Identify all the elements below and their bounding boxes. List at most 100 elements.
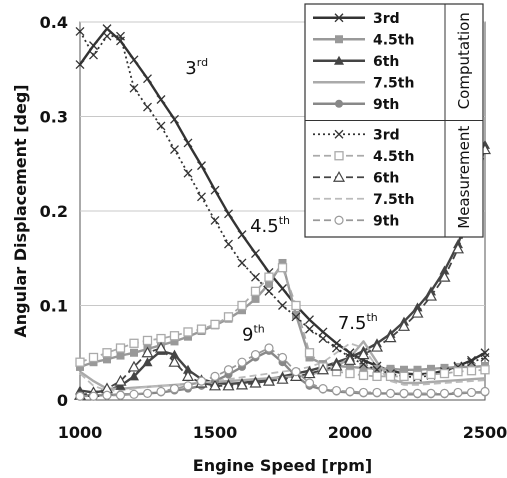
data-point	[265, 279, 273, 288]
data-point	[318, 327, 328, 337]
data-point	[89, 41, 98, 51]
data-point	[102, 390, 112, 400]
annotation-sup: th	[253, 322, 264, 335]
data-point	[400, 365, 408, 374]
data-point	[304, 348, 315, 358]
annotation-label: 3rd	[185, 56, 208, 79]
data-point	[89, 358, 98, 367]
legend-label: 3rd	[373, 127, 400, 143]
data-point	[318, 384, 328, 394]
legend-label: 9th	[373, 213, 399, 229]
legend-marker	[334, 129, 344, 139]
data-point	[439, 368, 450, 379]
data-point	[453, 387, 463, 398]
data-point	[439, 265, 450, 275]
data-point	[466, 387, 477, 398]
data-point	[343, 354, 357, 365]
data-point	[156, 121, 166, 131]
data-point	[480, 386, 490, 397]
data-point	[183, 138, 193, 148]
data-point	[384, 331, 397, 343]
data-point	[183, 168, 193, 178]
data-point	[129, 371, 139, 381]
y-axis-title: Angular Displacement [deg]	[11, 84, 30, 337]
data-point	[438, 270, 451, 282]
data-point	[251, 249, 260, 258]
data-point	[102, 31, 112, 41]
data-point	[102, 348, 112, 358]
data-point	[357, 348, 370, 360]
data-point	[385, 371, 396, 382]
x-tick-label: 1500	[193, 423, 238, 442]
data-point	[277, 263, 288, 273]
y-tick-label: 0.3	[40, 108, 68, 127]
data-point	[346, 362, 354, 371]
data-point	[154, 341, 168, 353]
data-point	[304, 378, 315, 388]
data-point	[235, 378, 249, 390]
data-point	[156, 333, 166, 344]
data-point	[224, 209, 233, 219]
data-point	[305, 324, 314, 334]
legend-label: 6th	[373, 170, 399, 186]
annotation-label: 9th	[242, 322, 265, 345]
data-point	[141, 346, 154, 358]
data-point	[89, 50, 98, 60]
annotation-base: 4.5	[250, 216, 279, 237]
data-point	[197, 192, 206, 202]
data-point	[114, 374, 127, 386]
y-tick-label: 0.1	[40, 297, 68, 316]
y-tick-label: 0.2	[40, 202, 68, 221]
data-point	[305, 353, 314, 362]
data-point	[345, 386, 355, 397]
x-tick-label: 1000	[58, 423, 103, 442]
legend-label: 7.5th	[373, 75, 414, 91]
data-point	[399, 388, 409, 398]
legend-label: 3rd	[373, 11, 400, 27]
data-point	[411, 306, 424, 318]
legend-marker	[334, 55, 344, 65]
data-point	[103, 355, 111, 364]
y-tick-label: 0	[57, 391, 68, 410]
data-point	[318, 334, 328, 344]
data-point	[251, 294, 260, 303]
data-point	[237, 258, 247, 268]
data-point	[237, 300, 247, 311]
x-axis-title: Engine Speed [rpm]	[193, 456, 372, 475]
data-point	[142, 335, 153, 346]
data-point	[359, 359, 368, 369]
legend-marker	[334, 215, 344, 225]
data-point	[88, 352, 99, 363]
data-point	[130, 348, 138, 357]
x-tick-label: 2500	[463, 423, 507, 442]
data-point	[143, 102, 152, 112]
data-point	[129, 83, 139, 93]
legend-marker	[332, 171, 346, 182]
data-point	[237, 357, 247, 367]
data-point	[142, 357, 153, 367]
data-point	[129, 55, 139, 65]
data-point	[183, 381, 193, 391]
data-point	[466, 366, 477, 376]
data-point	[75, 26, 85, 36]
y-tick-labels: 0 0.1 0.2 0.3 0.4	[40, 13, 68, 410]
data-point	[264, 286, 274, 296]
data-point	[439, 388, 450, 398]
data-point	[169, 331, 180, 341]
data-point	[385, 388, 396, 398]
data-point	[331, 385, 342, 396]
data-point	[413, 365, 422, 374]
annotation-sup: th	[366, 311, 377, 324]
data-point	[277, 352, 288, 363]
data-point	[102, 24, 112, 34]
data-point	[196, 376, 207, 386]
data-point	[75, 60, 85, 69]
data-point	[88, 391, 99, 401]
legend-marker	[334, 13, 344, 23]
data-point	[115, 343, 126, 353]
data-point	[75, 357, 85, 367]
annotation-base: 7.5	[338, 313, 367, 334]
data-point	[305, 315, 314, 325]
legend-label: 6th	[373, 54, 399, 70]
